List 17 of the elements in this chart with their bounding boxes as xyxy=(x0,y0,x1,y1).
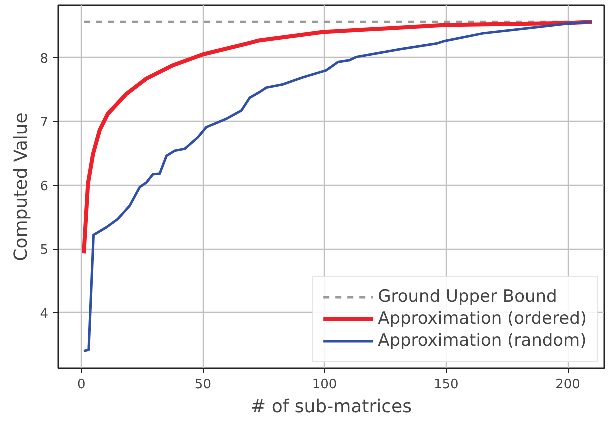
legend-label: Ground Upper Bound xyxy=(378,287,558,307)
y-tick-label: 8 xyxy=(40,52,49,67)
line-series xyxy=(82,20,594,353)
x-axis-title: # of sub-matrices xyxy=(251,396,412,418)
y-tick-label: 5 xyxy=(40,243,49,258)
legend-label: Approximation (ordered) xyxy=(378,309,587,329)
x-tick-label: 0 xyxy=(77,378,86,392)
x-tick-label: 200 xyxy=(556,378,580,392)
y-tick-label: 4 xyxy=(40,306,49,322)
x-tick-label: 50 xyxy=(194,378,212,392)
legend-label: Approximation (random) xyxy=(378,331,587,351)
line-series xyxy=(82,20,594,256)
x-tick-label: 150 xyxy=(434,378,459,392)
y-axis-title: Computed Value xyxy=(11,112,32,262)
y-tick-label: 6 xyxy=(40,179,49,194)
y-tick-label: 7 xyxy=(40,116,49,131)
x-tick-label: 100 xyxy=(312,378,338,392)
